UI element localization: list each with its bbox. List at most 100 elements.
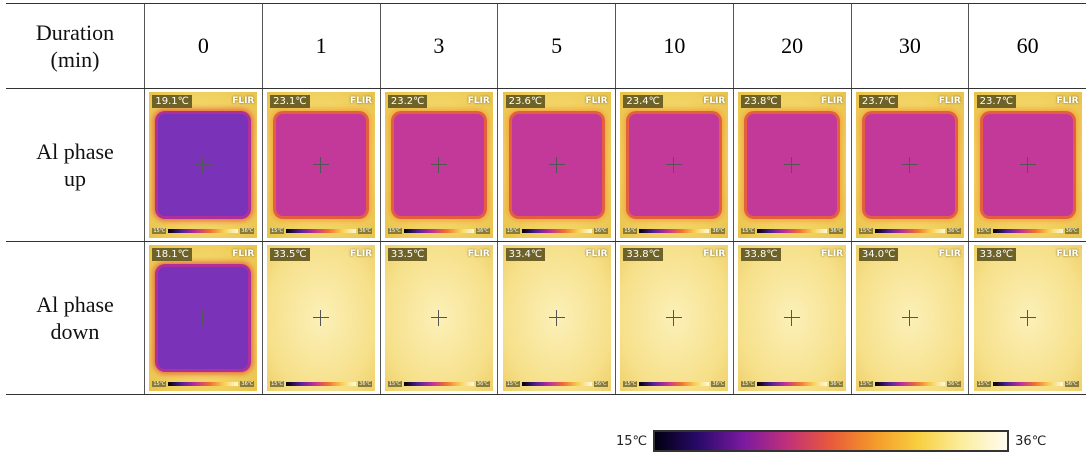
- mini-min: 15℃: [506, 381, 520, 387]
- temperature: 33.8℃: [623, 248, 663, 261]
- temperature: 23.2℃: [388, 95, 428, 108]
- temperature: 23.1℃: [270, 95, 310, 108]
- mini-gradient: [522, 229, 592, 233]
- colorbar-max: 36℃: [1015, 434, 1046, 449]
- mini-max: 36℃: [829, 228, 843, 234]
- header-text: 3: [433, 33, 444, 58]
- header-cell: 20: [733, 4, 851, 89]
- mini-scale: 15℃36℃: [152, 226, 254, 235]
- image-cell: 34.0℃FLIR15℃36℃: [851, 242, 969, 395]
- temperature: 33.8℃: [977, 248, 1017, 261]
- mini-scale: 15℃ 36℃: [270, 226, 372, 235]
- header-text: 0: [198, 33, 209, 58]
- mini-gradient: [757, 382, 827, 386]
- mini-gradient: [522, 382, 592, 386]
- row-label-cell: Al phase down: [6, 242, 145, 395]
- mini-gradient: [875, 229, 945, 233]
- crosshair: [313, 157, 329, 173]
- mini-scale: 15℃ 36℃: [977, 379, 1079, 388]
- thermal-image: 33.8℃ FLIR 15℃ 36℃: [974, 245, 1082, 391]
- mini-gradient: [993, 382, 1063, 386]
- header-cell: 3: [380, 4, 498, 89]
- mini-max: 36℃: [711, 228, 725, 234]
- thermal-image: 19.1℃FLIR15℃36℃: [149, 92, 257, 238]
- thermal-image: 34.0℃FLIR15℃36℃: [856, 245, 964, 391]
- mini-max: 36℃: [711, 381, 725, 387]
- crosshair: [666, 157, 682, 173]
- temperature: 23.7℃: [859, 95, 899, 108]
- mini-scale: 15℃ 36℃: [741, 226, 843, 235]
- crosshair: [195, 157, 211, 173]
- camera-logo: FLIR: [821, 249, 843, 259]
- camera-logo: FLIR: [1056, 249, 1078, 259]
- camera-logo: FLIR: [939, 249, 961, 259]
- mini-scale: 15℃36℃: [270, 379, 372, 388]
- mini-gradient: [757, 229, 827, 233]
- mini-max: 36℃: [358, 381, 372, 387]
- mini-max: 36℃: [240, 228, 254, 234]
- crosshair: [1020, 310, 1036, 326]
- crosshair: [313, 310, 329, 326]
- mini-gradient: [639, 229, 709, 233]
- crosshair: [431, 310, 447, 326]
- header-cell: Duration (min): [6, 4, 145, 89]
- thermal-image: 23.4℃FLIR15℃36℃: [620, 92, 728, 238]
- camera-logo: FLIR: [585, 249, 607, 259]
- image-cell: 33.5℃FLIR15℃36℃: [380, 242, 498, 395]
- mini-gradient: [286, 229, 356, 233]
- temperature: 23.7℃: [977, 95, 1017, 108]
- camera-logo: FLIR: [939, 96, 961, 106]
- temperature: 18.1℃: [152, 248, 192, 261]
- mini-gradient: [168, 382, 238, 386]
- mini-gradient: [639, 382, 709, 386]
- thermal-image: 33.5℃FLIR15℃36℃: [267, 245, 375, 391]
- temperature: 33.4℃: [506, 248, 546, 261]
- thermal-image: 33.8℃FLIR15℃36℃: [620, 245, 728, 391]
- header-cell: 0: [145, 4, 263, 89]
- mini-max: 36℃: [1065, 381, 1079, 387]
- image-cell: 23.7℃FLIR15℃36℃: [969, 89, 1086, 242]
- mini-min: 15℃: [741, 228, 755, 234]
- crosshair: [195, 310, 211, 326]
- mini-min: 15℃: [270, 228, 284, 234]
- temperature: 23.6℃: [506, 95, 546, 108]
- header-cell: 5: [498, 4, 616, 89]
- camera-logo: FLIR: [703, 96, 725, 106]
- mini-gradient: [286, 382, 356, 386]
- temperature: 33.8℃: [741, 248, 781, 261]
- header-cell: 10: [616, 4, 734, 89]
- mini-max: 36℃: [476, 381, 490, 387]
- mini-max: 36℃: [829, 381, 843, 387]
- crosshair: [1020, 157, 1036, 173]
- thermal-image: 23.7℃FLIR15℃36℃: [974, 92, 1082, 238]
- mini-min: 15℃: [977, 381, 991, 387]
- mini-min: 15℃: [859, 228, 873, 234]
- camera-logo: FLIR: [350, 96, 372, 106]
- crosshair: [431, 157, 447, 173]
- row-label-cell: Al phase up: [6, 89, 145, 242]
- mini-min: 15℃: [741, 381, 755, 387]
- crosshair: [902, 157, 918, 173]
- temperature: 34.0℃: [859, 248, 899, 261]
- header-cell: 1: [262, 4, 380, 89]
- mini-scale: 15℃ 36℃: [741, 379, 843, 388]
- mini-max: 36℃: [358, 228, 372, 234]
- crosshair: [784, 157, 800, 173]
- colorbar: 15℃ 36℃: [616, 430, 1046, 452]
- mini-gradient: [404, 229, 474, 233]
- header-text: 20: [781, 33, 803, 58]
- image-cell: 33.4℃FLIR15℃36℃: [498, 242, 616, 395]
- header-text: 10: [663, 33, 685, 58]
